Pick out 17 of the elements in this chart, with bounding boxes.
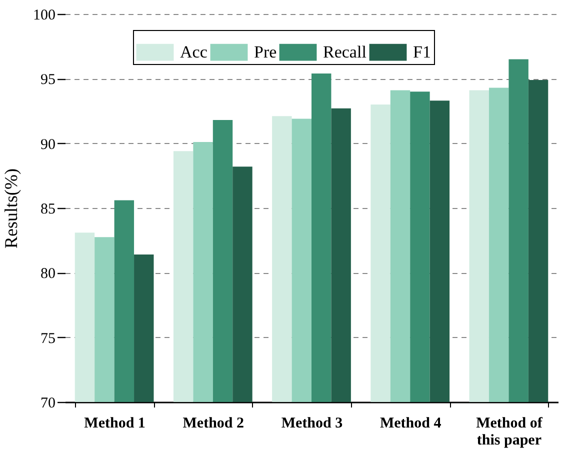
y-tick-label: 90 [40,136,56,153]
y-tick-label: 85 [40,202,56,218]
y-tick-label: 80 [40,266,56,282]
y-tick-label: 75 [40,330,56,347]
y-tick-label: 70 [40,396,56,412]
y-axis-title: Results(%) [1,168,21,248]
legend-label: Recall [323,42,367,62]
x-tick-label: Method of this paper [476,416,544,448]
x-tick-label: Method 4 [380,416,442,432]
y-tick-label: 95 [40,72,56,88]
x-tick-label: Method 3 [281,416,343,432]
legend-label: Acc [180,42,208,62]
legend-label: Pre [254,42,277,62]
y-tick-label: 100 [33,8,56,24]
x-tick-label: Method 1 [84,416,146,432]
legend-label: F1 [413,42,431,62]
x-tick-label: Method 2 [182,416,244,432]
